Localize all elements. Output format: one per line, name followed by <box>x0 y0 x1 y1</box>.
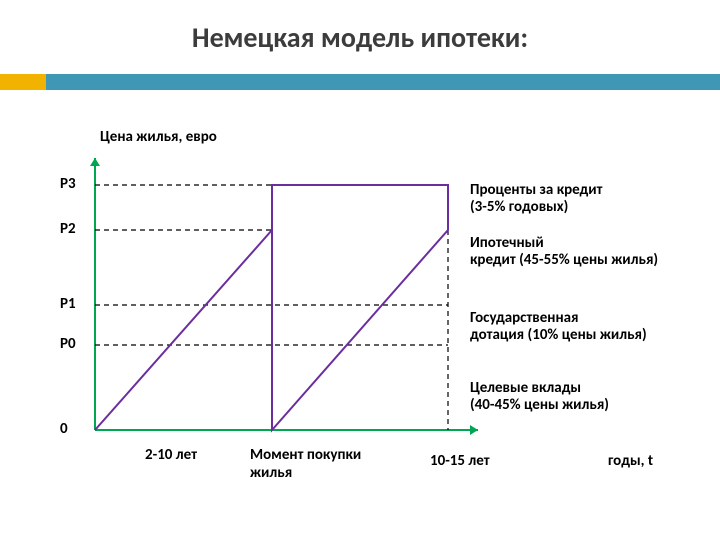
page-title: Немецкая модель ипотеки: <box>192 20 528 55</box>
y-tick-label: P3 <box>60 175 76 193</box>
accent-right <box>46 74 720 90</box>
chart-annotation: Ипотечный кредит (45-55% цены жилья) <box>470 235 658 270</box>
y-axis-title: Цена жилья, евро <box>100 128 217 146</box>
accent-bar <box>0 74 720 90</box>
chart: Цена жилья, евро P3 P2 P1 P0 0 2-10 лет Момен… <box>40 130 680 510</box>
y-tick-label: P1 <box>60 295 76 313</box>
y-tick-label: P0 <box>60 335 76 353</box>
chart-annotation: Государственная дотация (10% цены жилья) <box>470 310 647 345</box>
x-axis-label: 10-15 лет <box>430 452 490 470</box>
chart-annotation: Проценты за кредит (3-5% годовых) <box>470 182 602 217</box>
x-axis-label: 2-10 лет <box>145 446 197 464</box>
y-tick-label: 0 <box>60 420 68 438</box>
accent-left <box>0 74 46 90</box>
y-tick-label: P2 <box>60 220 76 238</box>
x-axis-label: годы, t <box>608 452 653 470</box>
x-axis-label: Момент покупки жилья <box>250 446 361 482</box>
chart-annotation: Целевые вклады (40-45% цены жилья) <box>470 380 609 415</box>
